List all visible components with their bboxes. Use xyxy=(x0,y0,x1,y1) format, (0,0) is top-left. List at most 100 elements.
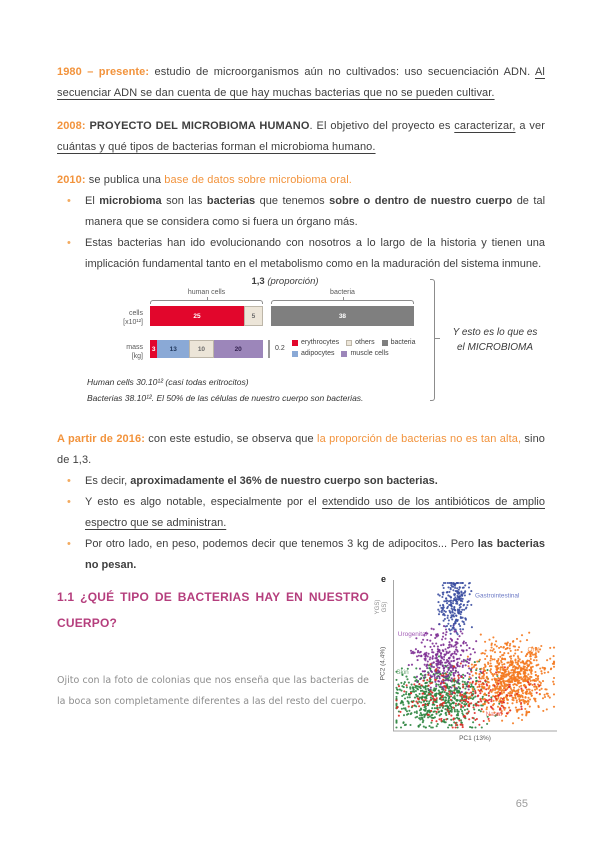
bar-cells-human: 25 5 xyxy=(150,306,263,326)
text-run: caracterizar, xyxy=(454,120,516,132)
microbiome-brace xyxy=(430,279,440,401)
scatter-points-gastrointestinal xyxy=(437,581,473,636)
cluster-label-urogenital: Urogenital xyxy=(398,631,427,638)
cluster-label-skin: Skin xyxy=(396,669,409,676)
text-run: se publica una xyxy=(88,174,165,186)
bullet-item: Es decir, aproximadamente el 36% de nues… xyxy=(57,471,545,492)
bar-segment-adipocytes: 13 xyxy=(157,340,190,358)
text-run: bacterias xyxy=(206,195,256,207)
x-axis-label: PC1 (13%) xyxy=(459,735,491,742)
paragraph-2016: A partir de 2016: con este estudio, se o… xyxy=(57,429,545,471)
microbiome-side-note: Y esto es lo que es el MICROBIOMA xyxy=(452,327,538,353)
legend-swatch xyxy=(346,339,353,346)
text-run: son las xyxy=(161,195,207,207)
page-number: 65 xyxy=(515,798,528,810)
bullet-list-2016: Es decir, aproximadamente el 36% de nues… xyxy=(57,471,545,576)
bullet-list-microbioma: El microbioma son las bacterias que tene… xyxy=(57,191,545,275)
text-run: El xyxy=(85,195,100,207)
legend-label: bacteria xyxy=(390,339,416,346)
figure-legend: erythrocytes others bacteria adipocytes musc… xyxy=(292,339,444,361)
text-run: A partir de 2016: xyxy=(57,433,149,445)
text-run: Es decir, xyxy=(85,475,131,487)
group-label-human-cells: human cells xyxy=(187,289,226,296)
text-run: sino de 1,3. xyxy=(57,433,546,466)
paragraph-1980: 1980 – presente: estudio de microorganis… xyxy=(57,62,545,104)
legend-item-erythrocytes: erythrocytes xyxy=(292,339,339,346)
bottom-section: 1.1 ¿QUÉ TIPO DE BACTERIAS HAY EN NUESTR… xyxy=(57,574,557,774)
figure-cells-mass-chart: 1,3 (proporción) human cells bacteria ce… xyxy=(85,276,545,411)
row-label-cells: cells [x10¹²] xyxy=(123,310,143,326)
bottom-left-column: 1.1 ¿QUÉ TIPO DE BACTERIAS HAY EN NUESTR… xyxy=(57,584,369,774)
legend-item-others: others xyxy=(346,339,375,346)
bullet-item: El microbioma son las bacterias que tene… xyxy=(57,191,545,233)
text-run: de tal manera que se considera como si f… xyxy=(85,195,546,228)
legend-item-muscle-cells: muscle cells xyxy=(341,350,389,357)
text-run: 2010: xyxy=(57,174,89,186)
text-run: la proporción de bacterias no es tan alt… xyxy=(317,433,522,445)
legend-item-bacteria: bacteria xyxy=(381,339,416,346)
y-axis-label: PC2 (4.4%) xyxy=(379,646,387,681)
scatter-points-urogenital xyxy=(407,623,482,694)
legend-label: muscle cells xyxy=(350,350,389,357)
figure-pca-scatter: e YGS) GS) PC2 (4.4%) Skin Urogenital Gast… xyxy=(369,574,557,774)
legend-swatch xyxy=(381,339,388,346)
text-run: 1980 – presente: xyxy=(57,66,155,78)
text-run: estudio de microorganismos aún no cultiv… xyxy=(154,66,535,78)
cluster-label-gastrointestinal: Gastrointestinal xyxy=(475,592,519,599)
text-run: Al secuenciar ADN se dan cuenta de que h… xyxy=(57,66,545,99)
bar-mass-bacteria xyxy=(268,340,270,358)
brace-bacteria xyxy=(271,297,414,304)
page-content: 1980 – presente: estudio de microorganis… xyxy=(57,62,557,774)
text-run: sobre o dentro de nuestro cuerpo xyxy=(329,195,513,207)
paragraph-2010: 2010: se publica una base de datos sobre… xyxy=(57,170,545,191)
text-run: base de datos sobre microbioma oral. xyxy=(164,174,352,186)
text-run: microbioma xyxy=(99,195,162,207)
text-run: Y esto es algo notable, especialmente po… xyxy=(85,496,322,508)
text-run: a ver xyxy=(515,120,546,132)
scatter-points-nasal xyxy=(395,662,541,729)
legend-item-adipocytes: adipocytes xyxy=(292,350,334,357)
proportion-note: (proporción) xyxy=(267,276,319,287)
text-run: con este estudio, se observa que xyxy=(148,433,318,445)
legend-label: erythrocytes xyxy=(301,339,340,346)
bar-segment-value: 20 xyxy=(234,345,242,353)
y-axis-fragment-text: YGS) GS) xyxy=(375,599,388,615)
text-run: extendido uso de los antibióticos de amp… xyxy=(85,496,545,529)
brace-human-cells xyxy=(150,297,263,304)
text-run: aproximadamente el 36% de nuestro cuerpo… xyxy=(130,475,438,487)
bar-segment-muscle-cells: 20 xyxy=(213,340,263,358)
scatter-points-oral xyxy=(461,631,556,725)
section-heading: 1.1 ¿QUÉ TIPO DE BACTERIAS HAY EN NUESTR… xyxy=(57,590,369,630)
bottom-right-column: e YGS) GS) PC2 (4.4%) Skin Urogenital Gast… xyxy=(369,574,557,774)
bar-segment-erythrocytes: 3 xyxy=(150,340,158,358)
bar-cells-bacteria: 38 xyxy=(271,306,414,326)
bar-mass: 3 13 10 20 xyxy=(150,340,263,358)
figure-title: 1,3 (proporción) xyxy=(205,276,365,287)
legend-label: others xyxy=(355,339,375,346)
bar-segment-value: 13 xyxy=(169,345,177,353)
cluster-label-nasal: Nasal xyxy=(486,711,502,718)
text-run: 2008: xyxy=(57,120,90,132)
legend-swatch xyxy=(292,350,298,357)
text-run: Estas bacterias han ido evolucionando co… xyxy=(85,237,545,270)
figure-caption: Human cells 30.10¹² (casi todas eritroci… xyxy=(87,377,364,403)
panel-letter: e xyxy=(381,574,387,584)
text-run: cuántas y qué tipos de bacterias forman … xyxy=(57,141,376,153)
bar-segment-others: 5 xyxy=(244,306,263,326)
handwritten-note: Ojito con la foto de colonias que nos en… xyxy=(57,675,369,707)
bullet-item: Y esto es algo notable, especialmente po… xyxy=(57,492,545,534)
text-run: . El objetivo del proyecto es xyxy=(309,120,455,132)
pca-plot: Skin Urogenital Gastrointestinal Oral Nasal xyxy=(393,580,557,732)
bar-segment-value: 10 xyxy=(197,345,206,353)
bar-segment-value: 3 xyxy=(151,345,156,353)
bullet-item: Por otro lado, en peso, podemos decir qu… xyxy=(57,534,545,576)
bar-segment-others: 10 xyxy=(189,340,214,358)
bar-segment-value: 5 xyxy=(251,312,256,320)
paragraph-2008: 2008: PROYECTO DEL MICROBIOMA HUMANO. El… xyxy=(57,116,545,158)
group-label-bacteria: bacteria xyxy=(330,289,355,296)
text-run: Por otro lado, en peso, podemos decir qu… xyxy=(85,538,478,550)
legend-swatch xyxy=(341,350,348,357)
text-run: PROYECTO DEL MICROBIOMA HUMANO xyxy=(89,120,310,132)
proportion-value: 1,3 xyxy=(251,276,265,287)
